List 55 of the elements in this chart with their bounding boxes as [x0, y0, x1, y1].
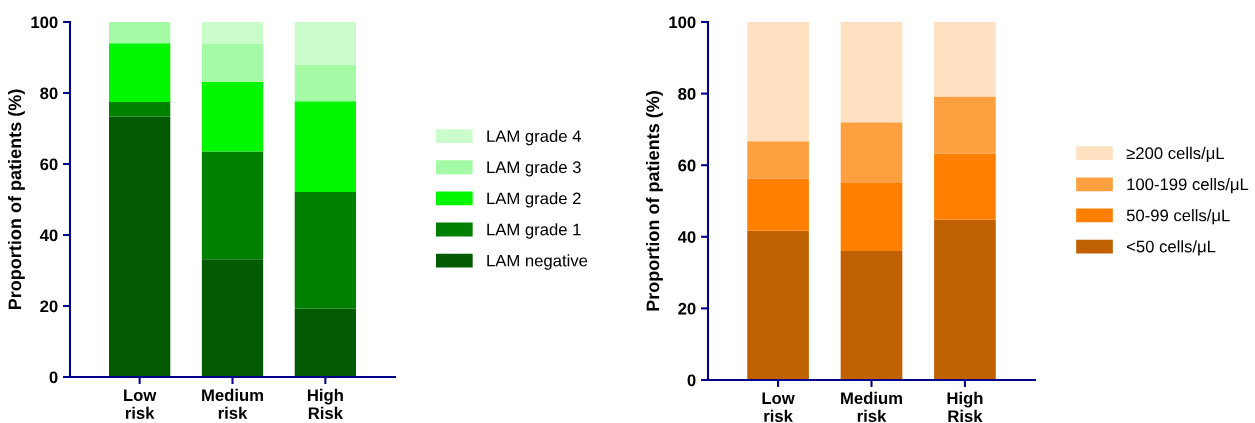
- bar: [294, 64, 356, 102]
- legend-label: LAM grade 4: [487, 129, 581, 146]
- legend-label: 100-199 cells/μL: [1127, 177, 1249, 194]
- bar: [201, 259, 264, 377]
- y-tick-label: 60: [678, 159, 696, 172]
- bar: [747, 141, 809, 179]
- bar: [294, 308, 356, 377]
- legend-label: <50 cells/μL: [1126, 240, 1216, 256]
- bar: [747, 178, 809, 231]
- bar: [294, 22, 356, 65]
- y-tick-label: 40: [677, 231, 696, 243]
- bar: [201, 81, 264, 152]
- bar: [840, 251, 903, 380]
- legend-label: 50-99 cells/μL: [1126, 209, 1230, 225]
- bar: [109, 22, 171, 44]
- x-tick-label: Medium risk: [202, 388, 263, 419]
- legend-label: ≥200 cells/μL: [1126, 146, 1225, 163]
- bar: [109, 116, 171, 377]
- bar: [294, 192, 356, 309]
- y-tick-label: 0: [49, 371, 58, 384]
- bar: [840, 183, 903, 252]
- y-tick-label: 100: [31, 16, 58, 29]
- bar: [840, 22, 903, 123]
- y-axis-title: Proportion of patients (%): [8, 89, 25, 310]
- x-tick-label: Medium risk: [841, 391, 902, 422]
- legend-label: LAM negative: [487, 254, 588, 270]
- bar: [109, 43, 171, 102]
- legend-label: LAM grade 1: [487, 223, 581, 239]
- bar: [109, 101, 171, 117]
- bar: [294, 101, 356, 193]
- y-tick-label: 80: [40, 87, 58, 100]
- legend-label: LAM grade 2: [487, 192, 581, 208]
- bar: [934, 219, 996, 380]
- y-axis-title: Proportion of patients (%): [646, 91, 663, 311]
- bar: [747, 22, 809, 142]
- y-tick-label: 60: [40, 158, 58, 171]
- bar: [934, 22, 996, 97]
- y-tick-label: 0: [687, 374, 696, 387]
- y-tick-label: 80: [678, 88, 696, 100]
- x-tick-label: Low risk: [762, 392, 795, 422]
- y-tick-label: 20: [40, 300, 58, 313]
- bar: [201, 22, 264, 45]
- bar: [840, 122, 903, 184]
- bar: [934, 96, 996, 154]
- bar: [747, 230, 809, 380]
- y-tick-label: 40: [39, 229, 58, 242]
- y-tick-label: 100: [669, 16, 696, 29]
- x-tick-label: High Risk: [307, 388, 343, 420]
- x-tick-label: Low risk: [124, 389, 157, 419]
- x-tick-label: High Risk: [947, 391, 983, 423]
- bar: [201, 151, 264, 260]
- bar: [201, 44, 264, 82]
- legend-label: LAM grade 3: [487, 160, 581, 177]
- bar: [934, 153, 996, 220]
- y-tick-label: 20: [678, 302, 696, 315]
